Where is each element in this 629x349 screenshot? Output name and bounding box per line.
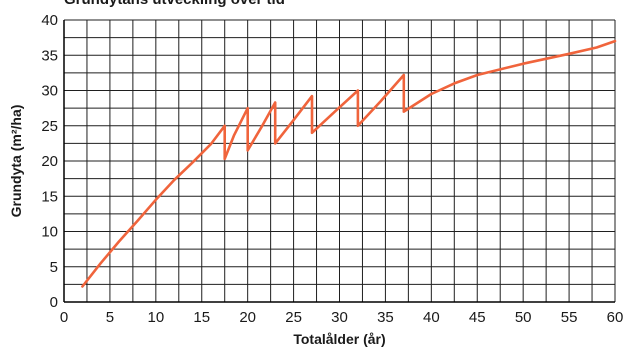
y-tick-label: 30 [41, 83, 58, 100]
x-tick-label: 0 [60, 309, 68, 326]
y-tick-label: 25 [41, 118, 58, 135]
x-tick-label: 60 [607, 309, 624, 326]
x-tick-label: 20 [239, 309, 256, 326]
chart-title: Grundytans utveckling över tid [64, 0, 285, 8]
axes [63, 20, 615, 303]
y-tick-label: 40 [41, 12, 58, 29]
y-tick-labels: 0 5 10 15 20 25 30 35 40 [41, 12, 58, 311]
y-tick-label: 10 [41, 224, 58, 241]
x-axis-label: Totalålder (år) [293, 331, 385, 347]
series-line [81, 39, 617, 288]
x-tick-label: 40 [423, 309, 440, 326]
series-layer [81, 39, 617, 288]
x-tick-label: 15 [193, 309, 210, 326]
x-tick-label: 50 [515, 309, 532, 326]
y-tick-label: 0 [50, 294, 58, 311]
y-tick-label: 5 [50, 259, 58, 276]
x-tick-labels: 0 5 10 15 20 25 30 35 40 45 50 55 60 [60, 309, 624, 326]
x-tick-label: 10 [147, 309, 164, 326]
grid [63, 19, 616, 303]
y-tick-label: 15 [41, 188, 58, 205]
x-tick-label: 25 [285, 309, 302, 326]
x-tick-label: 5 [106, 309, 114, 326]
y-axis-label: Grundyta (m²/ha) [8, 105, 24, 218]
x-tick-label: 35 [377, 309, 394, 326]
x-tick-label: 30 [331, 309, 348, 326]
y-tick-label: 35 [41, 47, 58, 64]
y-tick-label: 20 [41, 153, 58, 170]
x-tick-label: 45 [469, 309, 486, 326]
x-tick-label: 55 [561, 309, 578, 326]
